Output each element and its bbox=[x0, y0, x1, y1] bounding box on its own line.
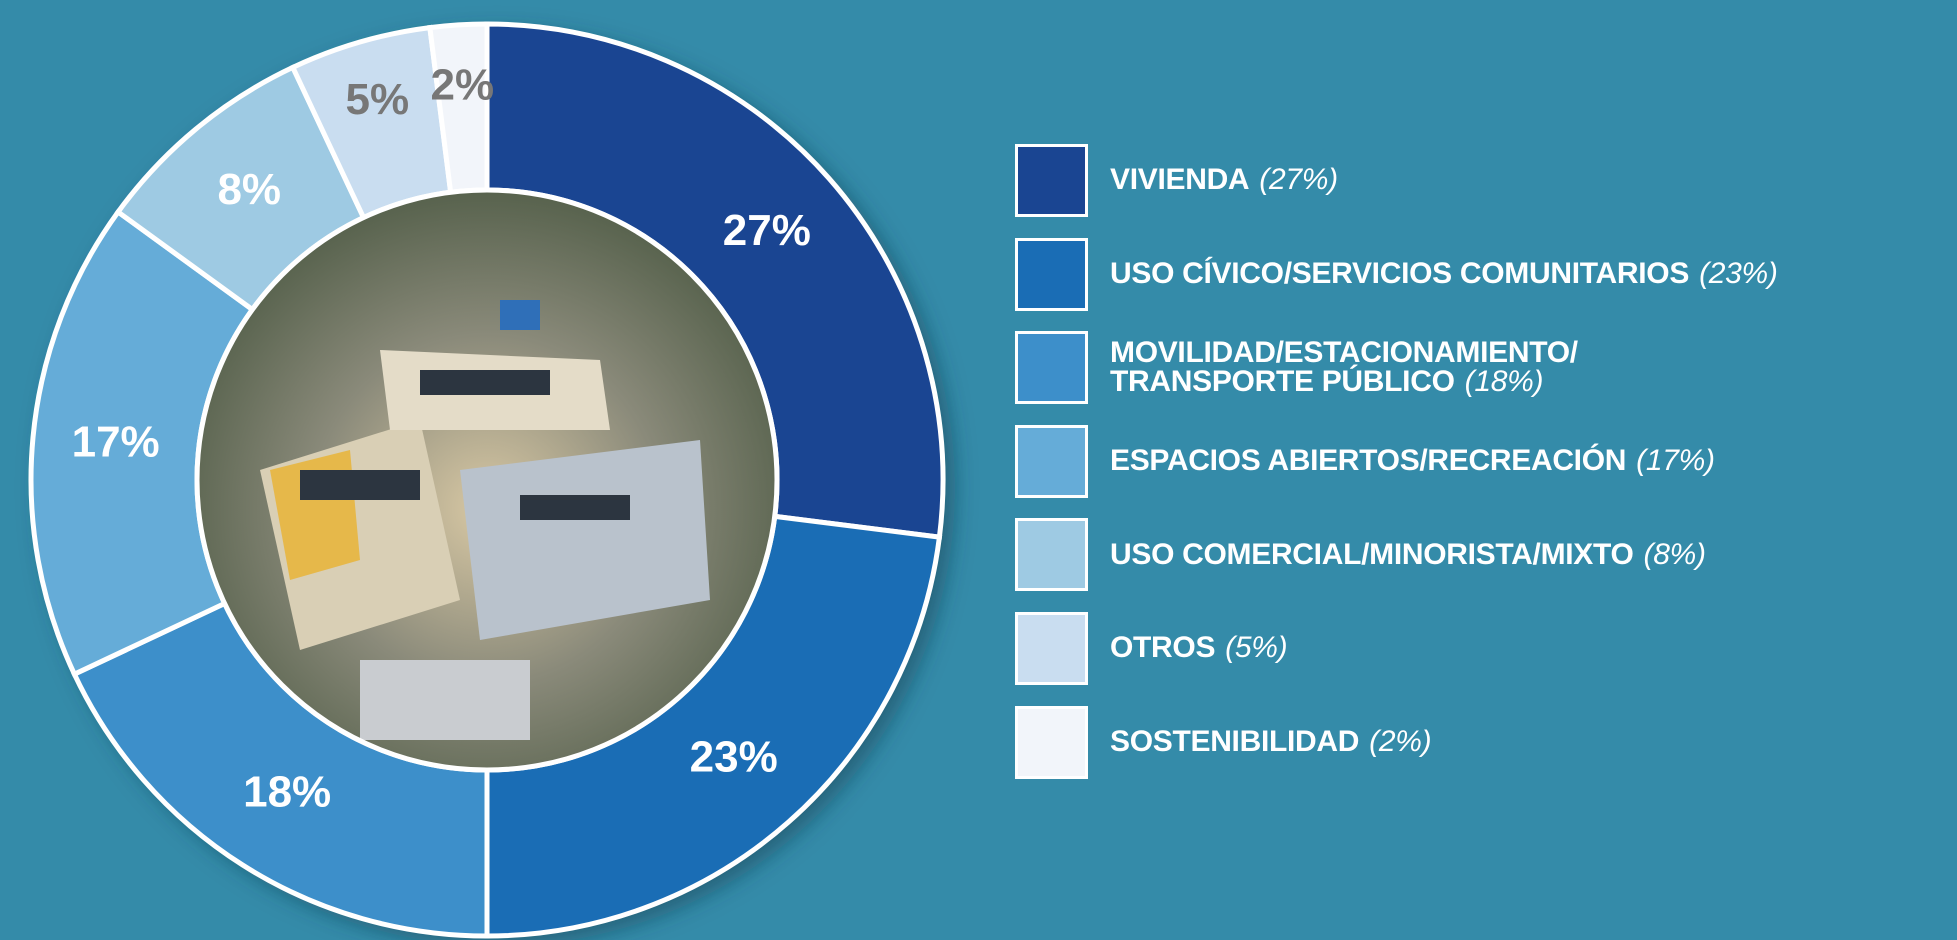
legend-entry: OTROS (5%) bbox=[1015, 611, 1288, 686]
legend-value: (23%) bbox=[1699, 256, 1778, 290]
data-label: 2% bbox=[431, 60, 495, 109]
legend-label: USO COMERCIAL/MINORISTA/MIXTO (8%) bbox=[1110, 537, 1706, 571]
legend-entry: USO CÍVICO/SERVICIOS COMUNITARIOS (23%) bbox=[1015, 237, 1778, 312]
legend-value: (18%) bbox=[1464, 364, 1544, 398]
legend-text: SOSTENIBILIDAD bbox=[1110, 724, 1360, 758]
data-label: 17% bbox=[72, 418, 160, 467]
legend-entry: ESPACIOS ABIERTOS/RECREACIÓN (17%) bbox=[1015, 424, 1715, 499]
legend-swatch bbox=[1015, 144, 1088, 217]
legend-text: USO CÍVICO/SERVICIOS COMUNITARIOS bbox=[1110, 256, 1690, 290]
legend-swatch bbox=[1015, 424, 1088, 498]
legend-swatch bbox=[1015, 331, 1088, 405]
legend-text: USO COMERCIAL/MINORISTA/MIXTO bbox=[1110, 537, 1634, 571]
legend-text: MOVILIDAD/ESTACIONAMIENTO/ TRANSPORTE PÚ… bbox=[1110, 336, 1578, 398]
data-label: 8% bbox=[217, 165, 281, 214]
legend-label: SOSTENIBILIDAD (2%) bbox=[1110, 724, 1432, 758]
legend-entry: USO COMERCIAL/MINORISTA/MIXTO (8%) bbox=[1015, 517, 1706, 592]
legend-text: OTROS bbox=[1110, 631, 1216, 665]
legend-label: USO CÍVICO/SERVICIOS COMUNITARIOS (23%) bbox=[1110, 256, 1778, 290]
legend-entry: SOSTENIBILIDAD (2%) bbox=[1015, 705, 1432, 780]
legend-swatch bbox=[1015, 237, 1088, 311]
data-label: 27% bbox=[723, 206, 811, 255]
inner-rim bbox=[194, 187, 780, 773]
data-label: 5% bbox=[346, 75, 410, 124]
center-photo bbox=[199, 192, 775, 768]
legend-label: ESPACIOS ABIERTOS/RECREACIÓN (17%) bbox=[1110, 444, 1715, 478]
legend-entry: VIVIENDA (27%) bbox=[1015, 143, 1338, 218]
legend-value: (5%) bbox=[1225, 631, 1288, 665]
legend-entry: MOVILIDAD/ESTACIONAMIENTO/ TRANSPORTE PÚ… bbox=[1015, 330, 1578, 405]
legend-swatch bbox=[1015, 705, 1088, 779]
legend-label: MOVILIDAD/ESTACIONAMIENTO/ TRANSPORTE PÚ… bbox=[1110, 336, 1578, 398]
legend-value: (2%) bbox=[1369, 724, 1432, 758]
legend-swatch bbox=[1015, 612, 1088, 685]
legend-swatch bbox=[1015, 518, 1088, 592]
data-label: 18% bbox=[243, 768, 331, 817]
legend-label: VIVIENDA (27%) bbox=[1110, 163, 1338, 197]
legend-text: VIVIENDA bbox=[1110, 163, 1250, 197]
legend-value: (8%) bbox=[1643, 537, 1706, 571]
data-label: 23% bbox=[690, 732, 778, 781]
legend-value: (27%) bbox=[1259, 163, 1338, 197]
legend-value: (17%) bbox=[1636, 444, 1715, 478]
legend-label: OTROS (5%) bbox=[1110, 631, 1288, 665]
legend-text: ESPACIOS ABIERTOS/RECREACIÓN bbox=[1110, 444, 1627, 478]
